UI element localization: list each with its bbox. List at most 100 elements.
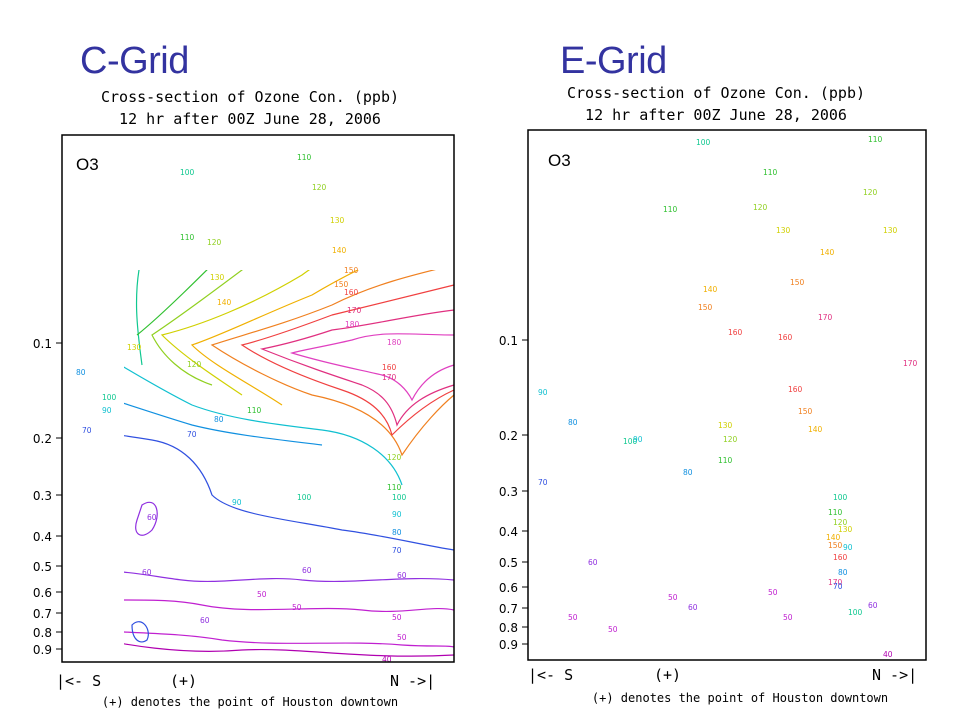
contour-label: 80 — [683, 468, 693, 477]
contour-line-170 — [259, 309, 455, 427]
contour-label: 170 — [828, 578, 843, 587]
y-tick-label: 0.6 — [499, 581, 518, 595]
contour-label: 50 — [392, 613, 402, 622]
contour-label: 90 — [843, 543, 853, 552]
contour-line-60 — [124, 571, 455, 583]
x-left-label: |<- S — [528, 666, 573, 684]
contour-label: 100 — [297, 493, 312, 502]
contour-line-170 — [778, 330, 918, 460]
contour-label: 140 — [808, 425, 823, 434]
plot-frame — [527, 129, 927, 661]
y-tick-label: 0.1 — [33, 337, 52, 351]
contour-label: 50 — [568, 613, 578, 622]
contour-label: 160 — [728, 328, 743, 337]
contour-label: 80 — [838, 568, 848, 577]
contour-label: 170 — [903, 359, 918, 368]
contour-label: 50 — [257, 590, 267, 599]
contour-label: 100 — [180, 168, 195, 177]
contour-label: 90 — [633, 435, 643, 444]
contour-label: 140 — [820, 248, 835, 257]
contour-label: 80 — [214, 415, 224, 424]
contour-label: 100 — [848, 608, 863, 617]
contour-line-100 — [135, 270, 143, 366]
contour-label: 140 — [217, 298, 232, 307]
y-tick-label: 0.9 — [33, 643, 52, 657]
contour-label: 60 — [147, 513, 157, 522]
contour-line-180 — [289, 333, 455, 402]
contour-label: 120 — [312, 183, 327, 192]
contour-label: 90 — [102, 406, 112, 415]
contour-label: 120 — [863, 188, 878, 197]
contour-label: 130 — [883, 226, 898, 235]
chart-title-line2: 12 hr after 00Z June 28, 2006 — [585, 106, 847, 124]
x-left-label: |<- S — [56, 672, 101, 690]
contour-label: 110 — [387, 483, 402, 492]
x-mid-label: (+) — [170, 672, 197, 690]
contour-label: 160 — [382, 363, 397, 372]
contour-label: 150 — [798, 407, 813, 416]
contour-line-40 — [124, 643, 455, 657]
contour-label: 80 — [392, 528, 402, 537]
chart-panel-0: Cross-section of Ozone Con. (ppb) 12 hr a… — [33, 88, 455, 709]
contour-line-50 — [528, 635, 926, 648]
contour-label: 120 — [187, 360, 202, 369]
contour-line-160 — [240, 284, 455, 437]
contour-label: 150 — [344, 266, 359, 275]
contour-label: 60 — [688, 603, 698, 612]
contour-label: 70 — [82, 426, 92, 435]
contour-line-90 — [538, 360, 828, 520]
contour-label: 170 — [347, 306, 362, 315]
contour-label: 130 — [210, 273, 225, 282]
contour-line-50 — [124, 631, 455, 648]
contour-label: 110 — [828, 508, 843, 517]
contour-label: 130 — [838, 525, 853, 534]
contour-label: 180 — [387, 338, 402, 347]
chart-title-line1: Cross-section of Ozone Con. (ppb) — [101, 88, 399, 106]
contour-label: 110 — [663, 205, 678, 214]
contour-line-70 — [124, 435, 455, 551]
contour-label: 100 — [696, 138, 711, 147]
contour-label: 160 — [344, 288, 359, 297]
chart-title-line2: 12 hr after 00Z June 28, 2006 — [119, 110, 381, 128]
contour-lines — [124, 270, 455, 657]
contour-line-80 — [124, 402, 323, 446]
e-grid-heading: E-Grid — [560, 40, 667, 82]
contour-label: 110 — [247, 406, 262, 415]
contour-label: 130 — [127, 343, 142, 352]
contour-line-130 — [668, 210, 918, 500]
contour-label: 50 — [608, 625, 618, 634]
contour-line-110 — [136, 270, 208, 336]
contour-line-70 — [131, 621, 149, 643]
contour-label: 70 — [392, 546, 402, 555]
contour-label: 110 — [868, 135, 883, 144]
contour-line-60 — [568, 547, 588, 573]
contour-line-50 — [528, 610, 926, 630]
contour-label: 40 — [883, 650, 893, 659]
contour-label: 160 — [788, 385, 803, 394]
contour-label: 150 — [698, 303, 713, 312]
y-tick-label: 0.1 — [499, 334, 518, 348]
contour-line-120 — [151, 270, 243, 386]
contour-line-60 — [528, 584, 926, 590]
y-tick-label: 0.7 — [33, 607, 52, 621]
contour-label: 60 — [397, 571, 407, 580]
y-tick-label: 0.6 — [33, 586, 52, 600]
y-tick-label: 0.5 — [499, 556, 518, 570]
contour-label: 150 — [828, 541, 843, 550]
contour-line-150 — [210, 270, 455, 457]
x-mid-label: (+) — [654, 666, 681, 684]
contour-label: 40 — [382, 655, 392, 664]
contour-label: 110 — [718, 456, 733, 465]
contour-label: 140 — [332, 246, 347, 255]
contour-label: 50 — [768, 588, 778, 597]
contour-label: 120 — [723, 435, 738, 444]
contour-label: 110 — [180, 233, 195, 242]
contour-label: 50 — [397, 633, 407, 642]
contour-line-80 — [698, 534, 721, 558]
contour-label: 120 — [833, 518, 848, 527]
contour-label: 100 — [102, 393, 117, 402]
contour-label: 140 — [826, 533, 841, 542]
y-tick-label: 0.5 — [33, 560, 52, 574]
contour-label: 90 — [232, 498, 242, 507]
